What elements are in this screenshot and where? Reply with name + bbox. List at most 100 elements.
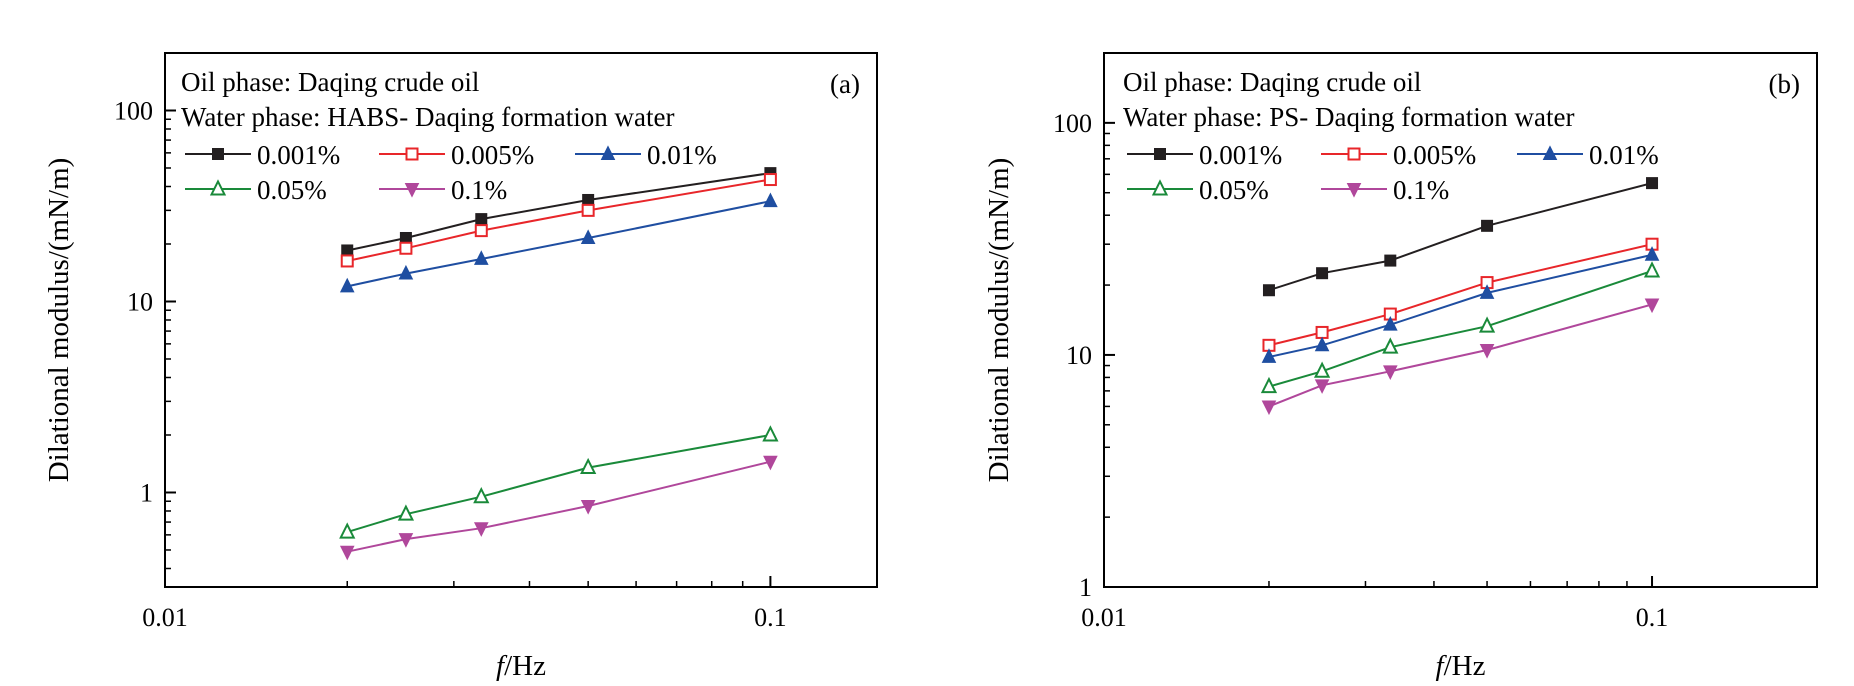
data-point [763,192,778,208]
data-point [473,250,489,265]
data-point [339,277,355,293]
legend-marker [212,148,224,160]
legend-label: 0.005% [1393,140,1476,170]
chart-panel-a: 0.01 0.1 1 10 100 f/Hz Dilational modulus/(mN/… [43,52,878,682]
data-point [340,254,354,268]
data-point [1481,219,1494,232]
legend-label: 0.01% [647,140,717,170]
x-axis-title: f/Hz [1436,650,1486,682]
x-tick-label: 0.01 [1081,603,1127,632]
plot-frame [164,52,878,588]
x-minor-ticks [1268,581,1628,587]
data-point [1383,316,1398,331]
plot-frame [1103,52,1818,588]
legend-item: 0.1% [379,175,507,205]
series-0-005- [340,173,777,268]
series-0-01- [1261,246,1660,363]
y-minor-ticks [165,118,171,570]
series-0-1- [1261,298,1660,416]
y-tick-label: 10 [1066,341,1092,370]
series-0-005- [1262,237,1659,352]
data-point [473,522,489,537]
data-point [762,425,779,442]
legend-label: 0.05% [257,175,327,205]
data-point [1315,325,1329,339]
data-point [399,241,413,255]
data-point [581,203,595,217]
series-0-001- [1262,177,1659,297]
data-point [1383,365,1398,380]
data-point [1314,336,1330,352]
chart-panel-b: 0.01 0.1 1 10 100 f/Hz Dilational modulus/(mN/… [983,52,1818,682]
y-minor-ticks [1104,132,1110,518]
data-point [397,504,415,521]
data-point [475,213,488,226]
info-line: Oil phase: Daqing crude oil [1123,67,1421,97]
legend-marker [1151,179,1169,196]
data-point [474,224,488,238]
legend-item: 0.1% [1321,175,1449,205]
panel-label: (a) [830,69,860,99]
legend-item: 0.001% [1127,140,1282,170]
legend-marker [600,145,616,160]
info-line: Oil phase: Daqing crude oil [181,67,479,97]
x-axis-title-unit: /Hz [504,650,546,682]
legend-label: 0.1% [451,175,507,205]
x-tick-label: 0.1 [1636,603,1669,632]
legend-marker [1154,148,1166,160]
data-point [580,500,596,515]
info-line: Water phase: HABS- Daqing formation wate… [181,102,674,132]
data-point [398,264,414,280]
data-point [339,522,356,539]
legend-label: 0.005% [451,140,534,170]
x-tick-label: 0.1 [754,603,787,632]
data-point [582,193,595,206]
series-0-01- [339,192,778,293]
data-point [1313,361,1331,378]
data-point [580,457,597,475]
legend-label: 0.001% [1199,140,1282,170]
legend-item: 0.005% [1321,140,1476,170]
data-point [1479,284,1495,299]
legend: 0.001% 0.005% 0.01% 0.05% 0.1% [1127,140,1659,205]
x-axis-title: f/Hz [496,650,546,682]
series-0-1- [339,455,778,561]
data-point [1314,379,1330,394]
data-point [1260,376,1278,394]
legend-marker [405,147,419,161]
data-point [1261,400,1277,416]
legend-item: 0.001% [185,140,340,170]
legend-item: 0.01% [575,140,717,170]
data-point [1643,261,1661,278]
x-tick-label: 0.01 [142,603,188,632]
info-line: Water phase: PS- Daqing formation water [1123,102,1574,132]
data-point [763,455,778,471]
legend-item: 0.01% [1517,140,1659,170]
legend-item: 0.05% [185,175,327,205]
data-point [1479,344,1495,359]
y-axis-title: Dilational modulus/(mN/m) [983,158,1015,483]
y-tick-label: 1 [140,478,153,507]
legend-marker [1347,147,1361,161]
data-point [341,244,354,257]
legend-item: 0.05% [1127,175,1269,205]
data-point [1316,267,1329,280]
series-0-05- [1260,261,1661,394]
data-point [1262,284,1275,297]
y-tick-label: 1 [1079,573,1092,602]
legend-marker [404,183,420,198]
x-minor-ticks [346,581,744,587]
data-point [1646,177,1659,190]
data-point [339,545,355,561]
legend-item: 0.005% [379,140,534,170]
data-point [1478,316,1496,333]
legend-label: 0.001% [257,140,340,170]
y-tick-label: 100 [1053,109,1092,138]
legend-label: 0.1% [1393,175,1449,205]
data-point [398,533,414,548]
legend-marker [1542,145,1558,160]
data-point [1384,254,1397,267]
x-axis-title-unit: /Hz [1444,650,1486,682]
panel-label: (b) [1769,69,1800,99]
